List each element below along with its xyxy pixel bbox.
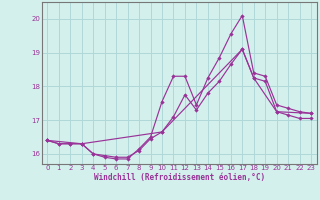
X-axis label: Windchill (Refroidissement éolien,°C): Windchill (Refroidissement éolien,°C) bbox=[94, 173, 265, 182]
